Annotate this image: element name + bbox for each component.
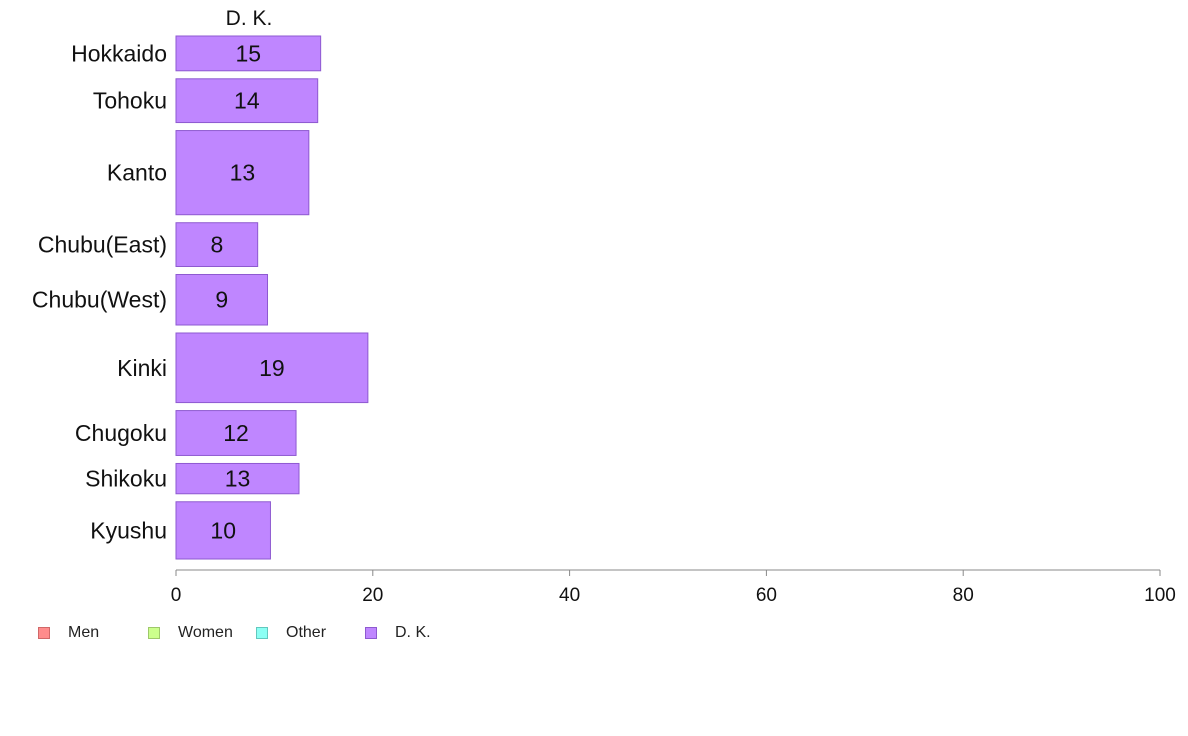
bar-value-label: 13 (225, 466, 251, 492)
legend-swatch (38, 627, 50, 639)
legend-label: Women (178, 624, 233, 641)
bar-value-label: 13 (230, 160, 256, 186)
category-label: Tohoku (93, 88, 167, 114)
bar-value-label: 9 (215, 287, 228, 313)
bar-shikoku (175, 462, 300, 495)
bar-value-label: 15 (236, 40, 262, 66)
bar-kinki (175, 332, 369, 404)
bar-value-label: 14 (234, 88, 260, 114)
legend-item: Other (256, 624, 326, 642)
bar-chugoku (175, 410, 297, 456)
x-tick-label: 20 (362, 585, 383, 606)
bar-kanto (175, 130, 310, 216)
bar-chubu-west (175, 273, 269, 326)
category-label: Kyushu (90, 517, 167, 543)
bar-chubu-east (175, 222, 259, 267)
bar-tohoku (175, 78, 319, 124)
bars-group: 15 14 13 8 9 19 12 13 10 (175, 35, 369, 560)
category-label: Kanto (107, 160, 167, 186)
x-axis: 0 20 40 60 80 100 (171, 569, 1176, 606)
x-tick-label: 80 (953, 585, 974, 606)
legend-label: Other (286, 624, 327, 641)
bar-hokkaido (175, 35, 322, 72)
category-label: Chubu(West) (32, 287, 167, 313)
bar-kyushu (175, 501, 271, 560)
category-label: Hokkaido (71, 40, 167, 66)
legend-item: D. K. (365, 624, 431, 642)
x-tick-label: 60 (756, 585, 777, 606)
legend-item: Women (148, 624, 233, 642)
category-label: Kinki (117, 355, 167, 381)
bar-value-label: 10 (210, 517, 236, 543)
category-labels: Hokkaido Tohoku Kanto Chubu(East) Chubu(West… (32, 40, 167, 543)
bar-value-label: 19 (259, 355, 285, 381)
category-label: Chubu(East) (38, 232, 167, 258)
legend-label: Men (68, 624, 100, 641)
x-tick-label: 100 (1144, 585, 1176, 606)
bar-value-label: 8 (210, 232, 223, 258)
legend-swatch (148, 627, 160, 639)
legend-swatch (256, 627, 268, 639)
x-tick-label: 0 (171, 585, 182, 606)
legend-item: Men (38, 624, 99, 642)
legend-label: D. K. (395, 624, 431, 641)
bar-value-label: 12 (223, 420, 249, 446)
category-label: Chugoku (75, 420, 167, 446)
category-label: Shikoku (85, 466, 167, 492)
legend-swatch (365, 627, 377, 639)
x-tick-label: 40 (559, 585, 580, 606)
chart-title: D. K. (226, 7, 273, 30)
